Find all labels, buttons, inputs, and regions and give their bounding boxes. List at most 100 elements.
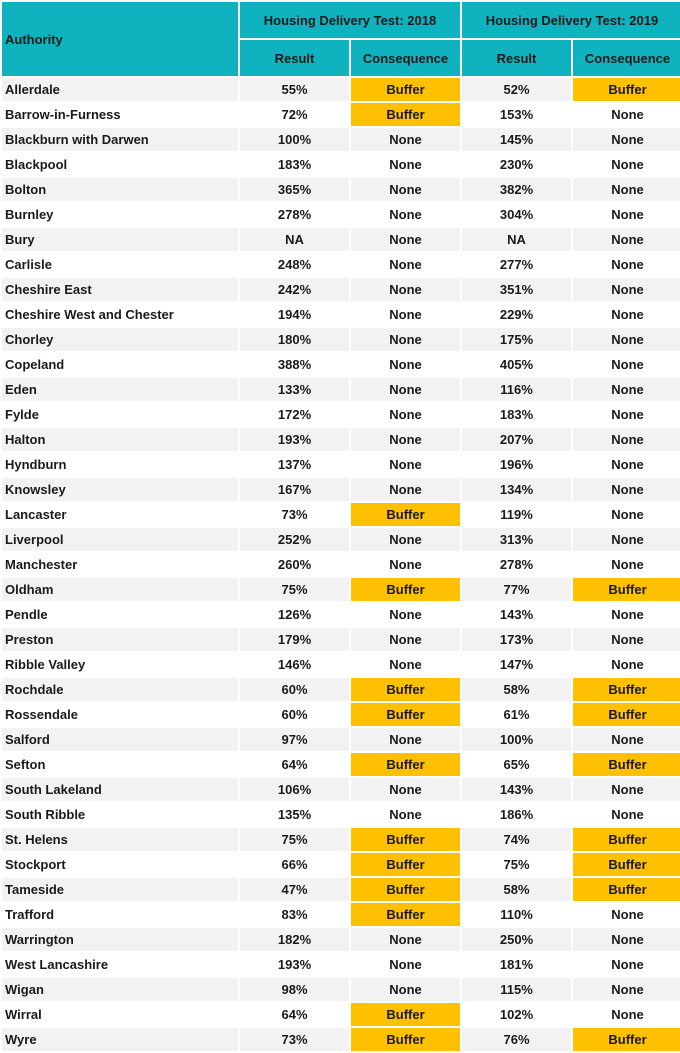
authority-cell: Bury [2,228,238,251]
consequence-2018-cell: None [351,228,460,251]
consequence-2019-cell: None [573,628,680,651]
result-2018-cell: 83% [240,903,349,926]
consequence-2019-cell: None [573,328,680,351]
authority-cell: Ribble Valley [2,653,238,676]
authority-cell: Eden [2,378,238,401]
consequence-2018-cell: None [351,428,460,451]
table-row: St. Helens 75% Buffer 74% Buffer [2,828,680,851]
authority-cell: Bolton [2,178,238,201]
consequence-2018-cell: Buffer [351,903,460,926]
consequence-2018-cell: None [351,303,460,326]
consequence-2019-cell: Buffer [573,78,680,101]
result-2019-cell: 153% [462,103,571,126]
authority-cell: Halton [2,428,238,451]
authority-cell: Manchester [2,553,238,576]
consequence-2019-cell: None [573,278,680,301]
table-row: Pendle 126% None 143% None [2,603,680,626]
result-2018-cell: 75% [240,828,349,851]
result-2018-cell: 179% [240,628,349,651]
result-2019-cell: 145% [462,128,571,151]
authority-cell: Oldham [2,578,238,601]
consequence-2018-cell: None [351,178,460,201]
result-2018-cell: 98% [240,978,349,1001]
table-row: South Lakeland 106% None 143% None [2,778,680,801]
consequence-2019-cell: None [573,203,680,226]
consequence-2019-cell: None [573,128,680,151]
table-row: Eden 133% None 116% None [2,378,680,401]
result-2019-cell: 65% [462,753,571,776]
consequence-2018-cell: Buffer [351,103,460,126]
consequence-2019-cell: None [573,778,680,801]
result-2019-cell: 278% [462,553,571,576]
authority-cell: Copeland [2,353,238,376]
result-2018-cell: 133% [240,378,349,401]
result-2018-cell: 193% [240,953,349,976]
result-2019-cell: 58% [462,878,571,901]
result-2019-cell: 382% [462,178,571,201]
authority-cell: Trafford [2,903,238,926]
result-2019-cell: 52% [462,78,571,101]
result-2019-cell: 277% [462,253,571,276]
consequence-2019-cell: Buffer [573,828,680,851]
result-2019-cell: 115% [462,978,571,1001]
consequence-2018-cell: None [351,928,460,951]
result-2018-cell: 72% [240,103,349,126]
authority-cell: Tameside [2,878,238,901]
table-row: Salford 97% None 100% None [2,728,680,751]
result-2019-cell: 74% [462,828,571,851]
consequence-2019-cell: None [573,228,680,251]
table-row: Liverpool 252% None 313% None [2,528,680,551]
result-2018-cell: NA [240,228,349,251]
table-body: Allerdale 55% Buffer 52% Buffer Barrow-in-Fur… [2,78,680,1051]
consequence-2019-cell: None [573,903,680,926]
result-2018-cell: 180% [240,328,349,351]
result-2018-cell: 252% [240,528,349,551]
consequence-2019-cell: None [573,728,680,751]
authority-cell: Hyndburn [2,453,238,476]
result-2018-cell: 60% [240,703,349,726]
authority-cell: Rossendale [2,703,238,726]
authority-cell: Blackburn with Darwen [2,128,238,151]
result-2019-cell: 147% [462,653,571,676]
authority-cell: Chorley [2,328,238,351]
authority-cell: Wyre [2,1028,238,1051]
consequence-2018-cell: None [351,953,460,976]
table-row: Bolton 365% None 382% None [2,178,680,201]
authority-cell: Liverpool [2,528,238,551]
result-2018-cell: 365% [240,178,349,201]
table-row: Sefton 64% Buffer 65% Buffer [2,753,680,776]
consequence-2019-cell: Buffer [573,753,680,776]
consequence-2019-cell: None [573,603,680,626]
result-2018-cell: 47% [240,878,349,901]
authority-cell: Pendle [2,603,238,626]
result-2018-cell: 242% [240,278,349,301]
result-2019-cell: 230% [462,153,571,176]
authority-cell: Allerdale [2,78,238,101]
result-2019-cell: 119% [462,503,571,526]
result-2019-cell: 207% [462,428,571,451]
consequence-2018-cell: None [351,628,460,651]
table-row: Manchester 260% None 278% None [2,553,680,576]
result-2018-cell: 100% [240,128,349,151]
authority-column-header: Authority [2,2,238,76]
table-row: Cheshire West and Chester 194% None 229% Non… [2,303,680,326]
result-2019-cell: 229% [462,303,571,326]
table-row: Wyre 73% Buffer 76% Buffer [2,1028,680,1051]
authority-cell: Fylde [2,403,238,426]
result-2019-cell: 102% [462,1003,571,1026]
authority-cell: South Lakeland [2,778,238,801]
result-2019-cell: 181% [462,953,571,976]
result-2018-cell: 137% [240,453,349,476]
consequence-2019-cell: None [573,403,680,426]
table-row: Rochdale 60% Buffer 58% Buffer [2,678,680,701]
consequence-2018-cell: Buffer [351,578,460,601]
table-row: Burnley 278% None 304% None [2,203,680,226]
result-2019-cell: 313% [462,528,571,551]
table-row: Wirral 64% Buffer 102% None [2,1003,680,1026]
consequence-2019-cell: Buffer [573,1028,680,1051]
table-row: Warrington 182% None 250% None [2,928,680,951]
consequence-2019-cell: None [573,453,680,476]
consequence-2018-cell: None [351,778,460,801]
consequence-2018-cell: Buffer [351,1028,460,1051]
